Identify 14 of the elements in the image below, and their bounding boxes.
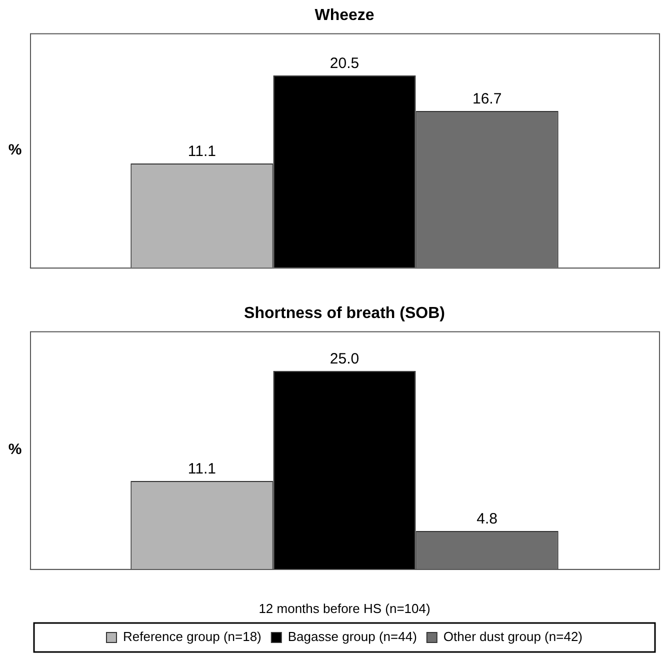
legend-label: Other dust group (n=42) bbox=[443, 629, 582, 644]
y-axis-title: % bbox=[8, 441, 22, 458]
chart-title: Wheeze bbox=[314, 7, 374, 24]
legend-label: Bagasse group (n=44) bbox=[288, 629, 417, 644]
x-axis-title: 12 months before HS (n=104) bbox=[258, 600, 430, 616]
y-axis-title: % bbox=[8, 142, 22, 159]
data-label: 11.1 bbox=[188, 460, 216, 478]
data-label: 4.8 bbox=[476, 510, 498, 528]
data-label: 11.1 bbox=[188, 143, 216, 160]
data-label: 16.7 bbox=[472, 90, 502, 108]
chart-title: Shortness of breath (SOB) bbox=[244, 305, 445, 322]
data-label: 25.0 bbox=[330, 350, 360, 368]
data-label: 20.5 bbox=[330, 55, 360, 72]
legend-label: Reference group (n=18) bbox=[123, 629, 262, 644]
